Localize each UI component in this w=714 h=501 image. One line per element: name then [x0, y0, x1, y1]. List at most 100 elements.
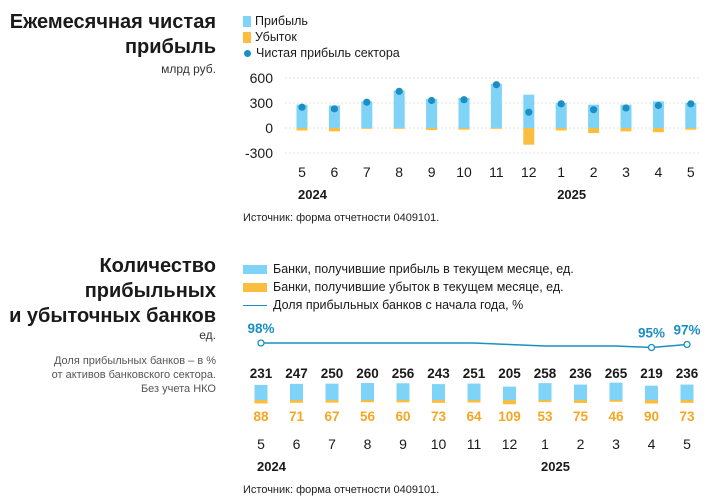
chart2-xtick-label: 5 — [257, 436, 265, 452]
legend2-share: Доля прибыльных банков с начала года, % — [243, 296, 574, 314]
chart2-title-line3: и убыточных банков — [9, 305, 216, 327]
chart2-legend: Банки, получившие прибыль в текущем меся… — [243, 260, 574, 314]
chart2-profit-value: 250 — [321, 366, 344, 381]
chart2-loss-bar — [609, 400, 623, 402]
chart1-profit-bar — [555, 103, 567, 128]
chart1-legend: Прибыль Убыток Чистая прибыль сектора — [243, 13, 400, 61]
chart1-net-dot — [654, 101, 663, 110]
chart1-xtick-label: 1 — [557, 164, 565, 180]
chart1-net-dot — [492, 81, 500, 89]
legend-net-swatch — [244, 49, 251, 57]
legend2-loss-swatch — [243, 282, 267, 292]
chart1-xtick-label: 6 — [331, 164, 339, 180]
chart2-profit-bar — [645, 385, 658, 400]
chart1-year-label: 2025 — [557, 187, 586, 202]
chart2-profit-bar — [396, 383, 410, 400]
chart2-profit-value: 236 — [676, 366, 699, 381]
chart2-note-line1: Доля прибыльных банков – в % — [53, 355, 216, 367]
chart2-loss-bar — [290, 400, 303, 403]
chart1-unit: млрд руб. — [161, 62, 216, 76]
chart1-net-dot — [687, 100, 695, 108]
chart2-loss-bar — [467, 400, 481, 403]
chart1-net-dot — [460, 96, 468, 104]
chart2-loss-value: 109 — [498, 409, 521, 424]
chart2-loss-bar — [680, 400, 694, 403]
chart1-xtick-label: 10 — [456, 164, 472, 180]
chart2-share-label: 98% — [247, 321, 274, 336]
chart2-profit-value: 236 — [569, 366, 592, 381]
legend-profit: Прибыль — [243, 13, 400, 29]
chart2-share-marker — [257, 339, 265, 347]
chart1-profit-bar — [490, 83, 502, 128]
chart2-profit-bar — [432, 384, 445, 400]
chart1-net-dot — [298, 103, 306, 111]
chart2-profit-bar — [325, 383, 339, 400]
chart2-xtick-label: 12 — [502, 436, 518, 452]
chart2-xtick-label: 9 — [399, 436, 407, 452]
chart1-profit-bar — [620, 104, 632, 128]
chart2-profit-bar — [361, 383, 374, 400]
chart1-net-dot — [525, 108, 533, 116]
chart2-loss-value: 46 — [608, 409, 624, 424]
legend-loss-swatch — [243, 31, 251, 43]
chart2-loss-value: 73 — [431, 409, 447, 424]
chart2-loss-value: 75 — [573, 409, 589, 424]
chart1-title-line1: Ежемесячная чистая — [9, 11, 216, 33]
legend2-loss-label: Банки, получившие убыток в текущем месяц… — [273, 280, 564, 294]
chart1-loss-bar — [328, 128, 340, 132]
chart2-profit-value: 205 — [498, 366, 521, 381]
chart2-profit-bar — [538, 383, 552, 400]
chart2-loss-value: 64 — [466, 409, 482, 424]
chart2-xtick-label: 8 — [364, 436, 372, 452]
chart1-loss-bar — [361, 128, 373, 129]
chart2-source: Источник: форма отчетности 0409101. — [243, 484, 440, 496]
chart1-loss-bar — [426, 128, 438, 131]
chart1-profit-bar — [296, 104, 308, 128]
chart1-profit-bar — [652, 101, 664, 128]
chart2-profit-value: 231 — [250, 366, 273, 381]
chart1-net-dot — [428, 96, 436, 105]
chart2-profit-bar — [680, 384, 694, 400]
legend-profit-swatch — [243, 15, 251, 27]
chart1-loss-bar — [652, 128, 664, 133]
chart2-title-line1: Количество — [99, 255, 216, 277]
chart2-xtick-label: 4 — [648, 436, 656, 452]
chart2-share-marker — [683, 340, 691, 349]
chart2-loss-bar — [432, 400, 445, 403]
chart2-profit-value: 251 — [463, 366, 486, 381]
chart1-year-label: 2024 — [298, 187, 328, 202]
chart1-xtick-label: 4 — [655, 164, 663, 180]
chart2-profit-value: 256 — [392, 366, 415, 381]
chart2-profit-value: 247 — [285, 366, 308, 381]
chart2-loss-value: 71 — [289, 409, 305, 424]
chart1-profit-bar — [361, 101, 373, 128]
chart2-profit-value: 219 — [640, 366, 663, 381]
chart2-title-line2: прибыльных — [84, 280, 216, 302]
chart2-loss-bar — [325, 400, 339, 403]
chart2-loss-value: 88 — [253, 409, 269, 424]
chart1-xtick-label: 11 — [489, 164, 504, 180]
chart1-xtick-label: 12 — [521, 164, 537, 180]
chart2-year-label: 2025 — [541, 459, 570, 474]
chart2-unit: ед. — [199, 328, 216, 342]
chart1-xtick-label: 7 — [363, 164, 371, 180]
chart2-loss-bar — [503, 400, 516, 405]
chart2-loss-bar — [645, 400, 658, 404]
chart2-profit-bar — [467, 383, 481, 400]
legend-profit-label: Прибыль — [255, 14, 308, 28]
chart2-loss-bar — [538, 400, 552, 403]
chart2-xtick-label: 7 — [328, 436, 336, 452]
chart2-loss-bar — [574, 400, 587, 403]
chart2-loss-bar — [361, 400, 374, 403]
chart2-note-line2: от активов банковского сектора. — [51, 369, 216, 381]
chart1-ytick-label: 600 — [250, 70, 274, 86]
chart2-loss-value: 53 — [537, 409, 553, 424]
chart1-profit-bar — [426, 98, 438, 128]
chart2-share-label: 95% — [638, 326, 665, 341]
chart2-share-label: 97% — [673, 323, 700, 338]
chart1-xtick-label: 2 — [590, 164, 598, 180]
chart1-loss-bar — [620, 128, 632, 132]
chart1-profit-bar — [393, 90, 405, 128]
chart1-profit-bar — [588, 104, 600, 128]
